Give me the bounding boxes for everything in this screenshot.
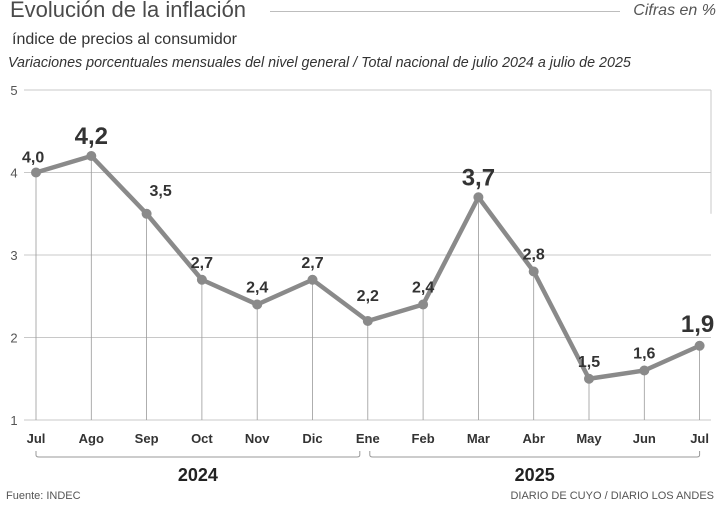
chart-title: Evolución de la inflación <box>10 0 247 22</box>
y-tick-label-2: 2 <box>10 331 17 346</box>
units-note: Cifras en % <box>633 2 716 19</box>
x-tick-label-6: Ene <box>356 431 380 446</box>
data-point-10 <box>584 373 594 384</box>
data-point-12 <box>694 340 705 351</box>
chart-subtitle: índice de precios al consumidor <box>12 31 238 48</box>
data-point-0 <box>31 167 41 178</box>
data-label-6: 2,2 <box>357 288 379 305</box>
x-tick-label-10: May <box>576 431 602 446</box>
data-label-5: 2,7 <box>301 255 323 272</box>
data-point-11 <box>639 365 650 376</box>
year-label-2024: 2024 <box>178 465 218 485</box>
data-point-2 <box>141 208 152 219</box>
chart-description: Variaciones porcentuales mensuales del n… <box>8 55 631 71</box>
data-point-4 <box>252 299 263 310</box>
x-tick-label-11: Jun <box>633 431 656 446</box>
header-bar: Evolución de la inflación Cifras en % <box>0 0 728 24</box>
year-bracket-2024 <box>35 451 361 458</box>
data-point-5 <box>307 274 318 285</box>
x-tick-label-0: Jul <box>27 431 46 446</box>
source-note: Fuente: INDEC <box>6 490 81 502</box>
data-label-9: 2,8 <box>523 247 545 264</box>
data-point-6 <box>362 316 373 326</box>
header-rule <box>270 11 620 12</box>
data-point-1 <box>86 151 97 161</box>
y-tick-label-4: 4 <box>10 166 17 181</box>
x-tick-label-9: Abr <box>523 431 545 446</box>
data-label-3: 2,7 <box>191 255 213 272</box>
data-label-1: 4,2 <box>75 123 108 150</box>
data-label-10: 1,5 <box>578 354 600 371</box>
x-tick-label-2: Sep <box>135 431 159 446</box>
x-tick-label-8: Mar <box>467 431 490 446</box>
data-point-7 <box>418 299 429 310</box>
data-point-3 <box>196 274 207 285</box>
credit-note: DIARIO DE CUYO / DIARIO LOS ANDES <box>510 490 714 502</box>
year-bracket-2025 <box>369 451 701 458</box>
data-point-8 <box>473 192 484 203</box>
y-tick-label-1: 1 <box>10 413 17 428</box>
year-label-2025: 2025 <box>515 465 555 485</box>
data-label-11: 1,6 <box>633 346 655 363</box>
x-tick-label-12: Jul <box>690 431 709 446</box>
data-label-7: 2,4 <box>412 280 434 297</box>
y-tick-label-3: 3 <box>10 248 17 263</box>
x-tick-label-3: Oct <box>191 431 213 446</box>
y-tick-label-5: 5 <box>10 83 17 98</box>
data-point-9 <box>528 266 539 277</box>
data-label-8: 3,7 <box>462 164 495 191</box>
data-label-0: 4,0 <box>22 150 44 167</box>
data-label-12: 1,9 <box>681 311 714 338</box>
x-tick-label-5: Dic <box>302 431 322 446</box>
x-tick-label-1: Ago <box>79 431 104 446</box>
x-tick-label-7: Feb <box>412 431 435 446</box>
data-label-4: 2,4 <box>246 280 268 297</box>
x-tick-label-4: Nov <box>245 431 270 446</box>
data-label-2: 3,5 <box>149 183 171 200</box>
